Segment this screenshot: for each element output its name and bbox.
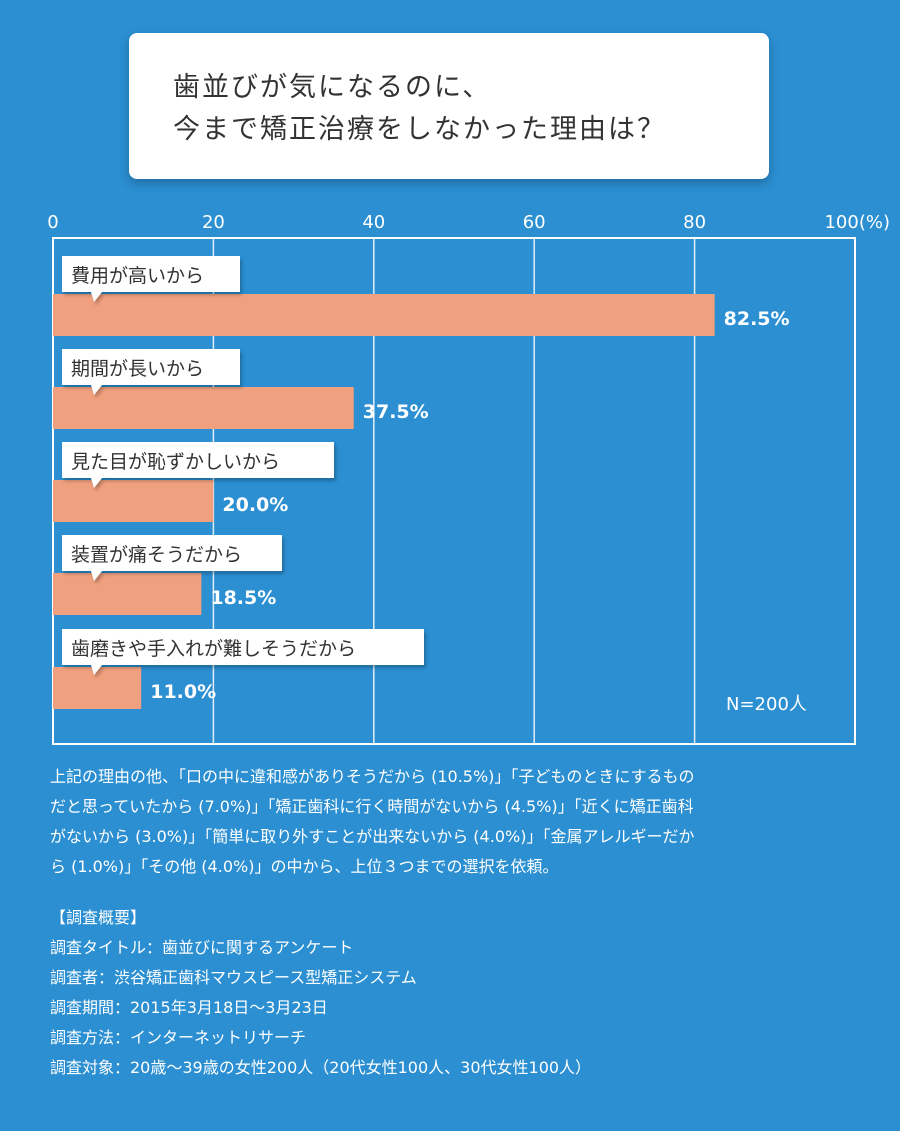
- note-line-3: がないから (3.0%)」「簡単に取り外すことが出来ないから (4.0%)」「金…: [50, 827, 695, 846]
- note-line-2: だと思っていたから (7.0%)」「矯正歯科に行く時間がないから (4.5%)」…: [50, 797, 694, 816]
- x-tick-label: 0: [47, 212, 58, 233]
- note-line-4: ら (1.0%)」「その他 (4.0%)」の中から、上位３つまでの選択を依頼。: [50, 857, 559, 876]
- category-callout: [62, 256, 240, 302]
- bar-value-label: 82.5%: [724, 308, 790, 330]
- title-line-1: 歯並びが気になるのに、: [173, 72, 492, 103]
- category-label: 歯磨きや手入れが難しそうだから: [71, 638, 356, 660]
- category-label: 費用が高いから: [71, 265, 204, 287]
- x-tick-label: 20: [202, 212, 225, 233]
- category-callout: [62, 535, 282, 581]
- bar: [53, 573, 202, 615]
- bar-value-label: 37.5%: [363, 401, 429, 423]
- title-card: 歯並びが気になるのに、 今まで矯正治療をしなかった理由は？: [129, 33, 769, 179]
- bar: [53, 387, 354, 429]
- x-tick-label: 40: [362, 212, 385, 233]
- survey-title: 調査タイトル：歯並びに関するアンケート: [50, 938, 354, 957]
- survey-target: 調査対象：20歳～39歳の女性200人（20代女性100人、30代女性100人）: [50, 1058, 592, 1077]
- bar-value-label: 20.0%: [222, 494, 288, 516]
- survey-overview: 【調査概要】 調査タイトル：歯並びに関するアンケート 調査者：渋谷矯正歯科マウス…: [50, 903, 860, 1083]
- bar-chart: 0 20 40 60 80 100(%) 82.5% 費用が高いから 37.5% 期間が長いから 2…: [47, 212, 890, 745]
- x-tick-label: 60: [523, 212, 546, 233]
- bar: [53, 294, 715, 336]
- category-callout: [62, 629, 424, 675]
- category-label: 装置が痛そうだから: [71, 544, 242, 566]
- bar-value-label: 18.5%: [210, 587, 276, 609]
- survey-period: 調査期間：2015年3月18日～3月23日: [50, 998, 328, 1017]
- bar: [53, 480, 214, 522]
- category-callout: [62, 442, 334, 488]
- sample-size-label: N=200人: [726, 694, 807, 715]
- survey-conductor: 調査者：渋谷矯正歯科マウスピース型矯正システム: [50, 968, 417, 987]
- category-label: 見た目が恥ずかしいから: [71, 451, 280, 473]
- survey-heading: 【調査概要】: [50, 908, 147, 927]
- survey-method: 調査方法：インターネットリサーチ: [50, 1028, 307, 1047]
- x-tick-label: 80: [683, 212, 706, 233]
- category-callout: [62, 349, 240, 395]
- category-label: 期間が長いから: [71, 358, 204, 380]
- note-line-1: 上記の理由の他、「口の中に違和感がありそうだから (10.5%)」「子どものとき…: [50, 767, 695, 786]
- bar: [53, 667, 142, 709]
- x-tick-label: 100(%): [824, 212, 890, 233]
- bar-value-label: 11.0%: [150, 681, 216, 703]
- title-line-2: 今まで矯正治療をしなかった理由は？: [173, 114, 666, 145]
- supplementary-note: 上記の理由の他、「口の中に違和感がありそうだから (10.5%)」「子どものとき…: [50, 762, 860, 882]
